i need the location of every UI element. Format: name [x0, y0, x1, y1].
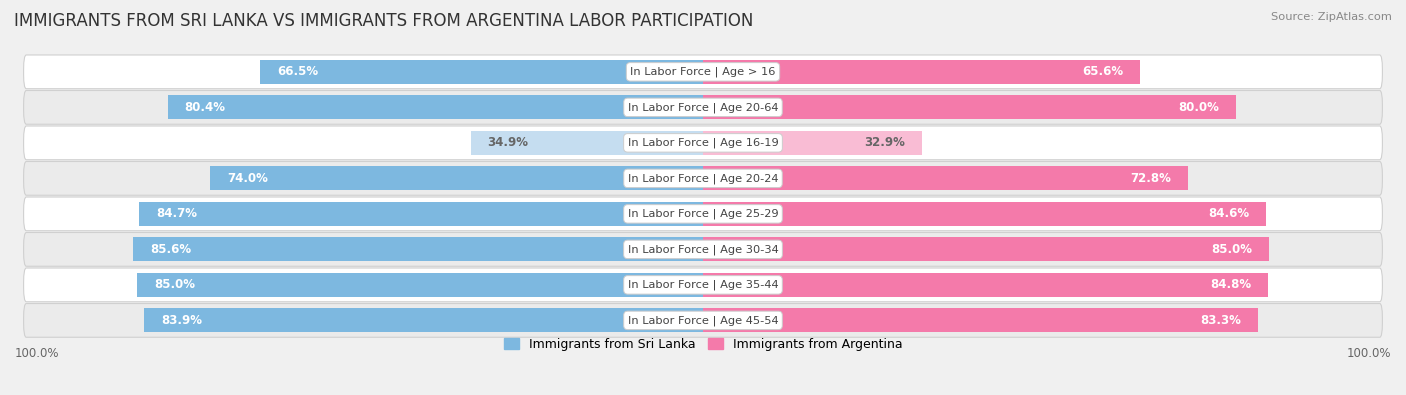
Text: 66.5%: 66.5%	[277, 65, 318, 78]
Text: 84.6%: 84.6%	[1208, 207, 1250, 220]
Text: 84.7%: 84.7%	[156, 207, 197, 220]
Text: 83.9%: 83.9%	[162, 314, 202, 327]
Text: 85.6%: 85.6%	[150, 243, 191, 256]
Bar	[703, 166, 1188, 190]
Text: 80.4%: 80.4%	[184, 101, 225, 114]
FancyBboxPatch shape	[24, 90, 1382, 124]
Text: In Labor Force | Age 20-24: In Labor Force | Age 20-24	[627, 173, 779, 184]
Text: 85.0%: 85.0%	[153, 278, 195, 292]
Text: In Labor Force | Age 45-54: In Labor Force | Age 45-54	[627, 315, 779, 325]
Bar	[138, 273, 703, 297]
FancyBboxPatch shape	[24, 55, 1382, 89]
Text: In Labor Force | Age 25-29: In Labor Force | Age 25-29	[627, 209, 779, 219]
Bar	[139, 202, 703, 226]
Text: Source: ZipAtlas.com: Source: ZipAtlas.com	[1271, 12, 1392, 22]
Text: 85.0%: 85.0%	[1211, 243, 1253, 256]
FancyBboxPatch shape	[24, 268, 1382, 302]
Text: In Labor Force | Age 16-19: In Labor Force | Age 16-19	[627, 137, 779, 148]
Text: 83.3%: 83.3%	[1201, 314, 1241, 327]
Text: In Labor Force | Age 20-64: In Labor Force | Age 20-64	[627, 102, 779, 113]
Text: 65.6%: 65.6%	[1083, 65, 1123, 78]
Legend: Immigrants from Sri Lanka, Immigrants from Argentina: Immigrants from Sri Lanka, Immigrants fr…	[499, 333, 907, 356]
FancyBboxPatch shape	[24, 233, 1382, 266]
Text: 32.9%: 32.9%	[865, 136, 905, 149]
Bar	[260, 60, 703, 84]
Bar	[703, 131, 922, 155]
Text: 80.0%: 80.0%	[1178, 101, 1219, 114]
Bar	[471, 131, 703, 155]
FancyBboxPatch shape	[24, 126, 1382, 160]
Bar	[703, 202, 1267, 226]
Bar	[211, 166, 703, 190]
FancyBboxPatch shape	[24, 162, 1382, 195]
Bar	[703, 308, 1257, 333]
Bar	[703, 60, 1140, 84]
Bar	[167, 95, 703, 119]
Text: 34.9%: 34.9%	[488, 136, 529, 149]
Text: IMMIGRANTS FROM SRI LANKA VS IMMIGRANTS FROM ARGENTINA LABOR PARTICIPATION: IMMIGRANTS FROM SRI LANKA VS IMMIGRANTS …	[14, 12, 754, 30]
Text: 84.8%: 84.8%	[1209, 278, 1251, 292]
FancyBboxPatch shape	[24, 197, 1382, 231]
Text: In Labor Force | Age 35-44: In Labor Force | Age 35-44	[627, 280, 779, 290]
FancyBboxPatch shape	[24, 303, 1382, 337]
Text: 72.8%: 72.8%	[1130, 172, 1171, 185]
Bar	[703, 95, 1236, 119]
Text: In Labor Force | Age > 16: In Labor Force | Age > 16	[630, 67, 776, 77]
Text: 74.0%: 74.0%	[226, 172, 269, 185]
Bar	[703, 237, 1268, 261]
Bar	[145, 308, 703, 333]
Text: In Labor Force | Age 30-34: In Labor Force | Age 30-34	[627, 244, 779, 255]
Bar	[703, 273, 1268, 297]
Bar	[134, 237, 703, 261]
